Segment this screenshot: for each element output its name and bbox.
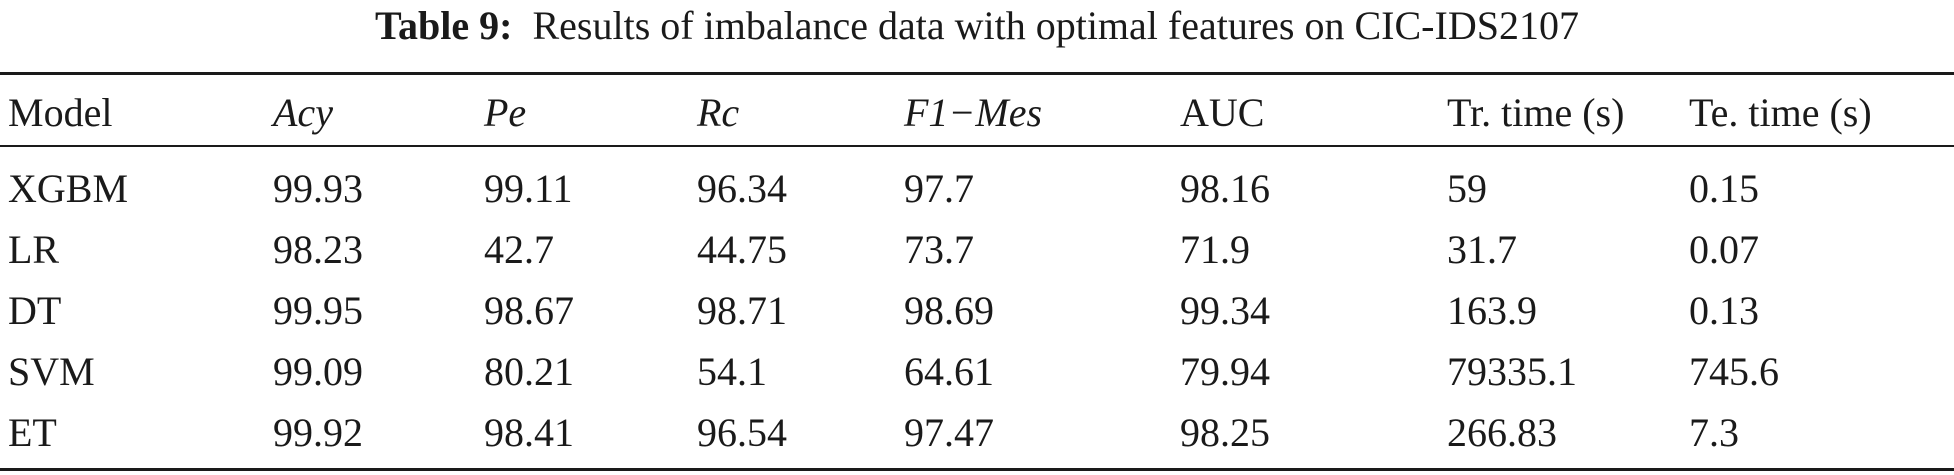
- table-bottom-rule: [0, 468, 1954, 471]
- header-accuracy: Acy: [273, 90, 333, 135]
- cell-accuracy: 99.09: [273, 349, 363, 394]
- cell-train-time: 79335.1: [1447, 349, 1577, 394]
- table-caption: Table 9: Results of imbalance data with …: [0, 2, 1954, 50]
- header-precision: Pe: [484, 90, 527, 135]
- cell-recall: 98.71: [697, 288, 787, 333]
- cell-auc: 99.34: [1180, 288, 1270, 333]
- cell-recall: 54.1: [697, 349, 767, 394]
- cell-f1-measure: 73.7: [904, 227, 974, 272]
- cell-accuracy: 99.92: [273, 410, 363, 455]
- cell-test-time: 0.13: [1689, 288, 1759, 333]
- cell-recall: 96.54: [697, 410, 787, 455]
- cell-accuracy: 99.93: [273, 166, 363, 211]
- cell-train-time: 266.83: [1447, 410, 1557, 455]
- table-row: ET 99.92 98.41 96.54 97.47 98.25 266.83 …: [0, 405, 1954, 461]
- header-f1-measure: F1−Mes: [904, 90, 1043, 135]
- cell-train-time: 59: [1447, 166, 1487, 211]
- cell-precision: 42.7: [484, 227, 554, 272]
- cell-f1-measure: 64.61: [904, 349, 994, 394]
- table-row: XGBM 99.93 99.11 96.34 97.7 98.16 59 0.1…: [0, 161, 1954, 217]
- header-auc: AUC: [1180, 90, 1265, 135]
- header-model: Model: [8, 90, 113, 135]
- header-test-time: Te. time (s): [1689, 90, 1872, 135]
- table-row: LR 98.23 42.7 44.75 73.7 71.9 31.7 0.07: [0, 222, 1954, 278]
- cell-f1-measure: 97.47: [904, 410, 994, 455]
- cell-test-time: 0.07: [1689, 227, 1759, 272]
- cell-model: XGBM: [8, 166, 129, 211]
- cell-model: ET: [8, 410, 57, 455]
- table-top-rule: [0, 72, 1954, 75]
- cell-auc: 71.9: [1180, 227, 1250, 272]
- table-row: SVM 99.09 80.21 54.1 64.61 79.94 79335.1…: [0, 344, 1954, 400]
- cell-f1-measure: 98.69: [904, 288, 994, 333]
- cell-auc: 98.25: [1180, 410, 1270, 455]
- header-train-time: Tr. time (s): [1447, 90, 1625, 135]
- header-recall: Rc: [697, 90, 740, 135]
- cell-auc: 98.16: [1180, 166, 1270, 211]
- table-row: DT 99.95 98.67 98.71 98.69 99.34 163.9 0…: [0, 283, 1954, 339]
- cell-precision: 80.21: [484, 349, 574, 394]
- cell-recall: 44.75: [697, 227, 787, 272]
- cell-f1-measure: 97.7: [904, 166, 974, 211]
- caption-text: Results of imbalance data with optimal f…: [532, 3, 1579, 48]
- cell-precision: 98.41: [484, 410, 574, 455]
- cell-model: LR: [8, 227, 60, 272]
- cell-test-time: 745.6: [1689, 349, 1779, 394]
- cell-auc: 79.94: [1180, 349, 1270, 394]
- caption-label: Table 9:: [375, 3, 513, 48]
- cell-accuracy: 98.23: [273, 227, 363, 272]
- cell-precision: 99.11: [484, 166, 573, 211]
- cell-precision: 98.67: [484, 288, 574, 333]
- cell-test-time: 7.3: [1689, 410, 1739, 455]
- table-header-row: Model Acy Pe Rc F1−Mes AUC Tr. time (s) …: [0, 85, 1954, 141]
- cell-accuracy: 99.95: [273, 288, 363, 333]
- cell-test-time: 0.15: [1689, 166, 1759, 211]
- cell-train-time: 163.9: [1447, 288, 1537, 333]
- cell-recall: 96.34: [697, 166, 787, 211]
- table-header-rule: [0, 145, 1954, 147]
- cell-train-time: 31.7: [1447, 227, 1517, 272]
- cell-model: SVM: [8, 349, 95, 394]
- cell-model: DT: [8, 288, 62, 333]
